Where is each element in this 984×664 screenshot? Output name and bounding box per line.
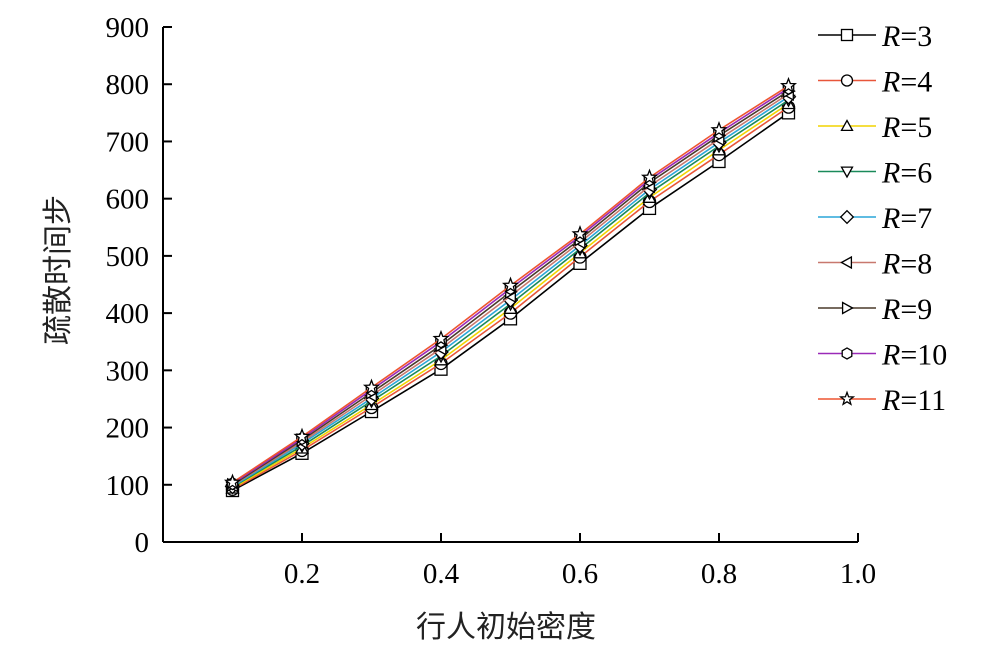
legend-marker [840, 28, 854, 42]
y-tick-label: 300 [106, 355, 150, 387]
legend-label-symbol: R [881, 202, 900, 235]
data-point [501, 276, 520, 294]
legend-label: R=8 [881, 248, 932, 281]
x-tick-label: 0.6 [562, 558, 598, 590]
legend-label: R=5 [881, 111, 932, 144]
data-point [640, 168, 659, 185]
legend-entry: R=3 [818, 20, 932, 53]
y-tick-label: 800 [106, 69, 150, 101]
legend-entry: R=11 [818, 384, 946, 417]
x-axis-title: 行人初始密度 [416, 610, 596, 645]
y-axis-title: 疏散时间步 [41, 195, 76, 345]
legend-entry: R=10 [818, 339, 947, 372]
legend-label-symbol: R [881, 248, 900, 281]
data-point [710, 120, 728, 138]
legend-label-symbol: R [881, 384, 900, 417]
y-tick-label: 0 [135, 527, 150, 559]
legend-label-value: =4 [900, 66, 932, 99]
series-lines [223, 76, 798, 498]
legend-marker [841, 347, 853, 360]
data-point [293, 427, 311, 444]
legend-label-symbol: R [881, 111, 900, 144]
data-point [362, 378, 381, 395]
x-tick-label: 0.8 [701, 558, 737, 590]
data-point [779, 76, 798, 94]
legend-marker [838, 390, 856, 406]
legend-label: R=9 [881, 293, 932, 326]
legend-entry: R=4 [818, 66, 932, 99]
legend-label-value: =5 [900, 111, 932, 144]
legend-entry: R=9 [818, 293, 932, 326]
legend-label: R=10 [881, 339, 947, 372]
legend-label-value: =11 [900, 384, 946, 417]
legend-label: R=11 [881, 384, 946, 417]
legend-label-value: =6 [900, 157, 932, 190]
legend-entry: R=6 [818, 157, 932, 190]
legend-marker [841, 301, 854, 315]
y-tick-label: 900 [106, 12, 150, 44]
legend-label-symbol: R [881, 339, 900, 372]
legend-label: R=6 [881, 157, 932, 190]
legend-label: R=7 [881, 202, 932, 235]
y-tick-label: 200 [106, 413, 150, 445]
data-point [571, 225, 589, 242]
y-tick-label: 100 [106, 470, 150, 502]
legend-label-symbol: R [881, 157, 900, 190]
legend: R=3R=4R=5R=6R=7R=8R=9R=10R=11 [818, 20, 947, 417]
axes [162, 27, 858, 543]
x-tick-label: 1.0 [840, 558, 876, 590]
legend-label: R=3 [881, 20, 932, 53]
legend-label-symbol: R [881, 66, 900, 99]
series-R=11 [223, 76, 798, 490]
legend-marker [839, 209, 855, 225]
legend-marker [840, 119, 854, 132]
y-tick-label: 700 [106, 126, 150, 158]
legend-entry: R=7 [818, 202, 932, 235]
legend-label-value: =8 [900, 248, 932, 281]
y-tick-label: 600 [106, 184, 150, 216]
legend-entry: R=5 [818, 111, 932, 144]
legend-label-value: =7 [900, 202, 932, 235]
x-tick-label: 0.2 [284, 558, 320, 590]
legend-label-value: =9 [900, 293, 932, 326]
legend-label-value: =3 [900, 20, 932, 53]
y-tick-label: 400 [106, 298, 150, 330]
x-tick-label: 0.4 [423, 558, 460, 590]
legend-label-value: =10 [900, 339, 947, 372]
legend-marker [840, 166, 854, 179]
ticks: 0 100 200 300 400 500 600 700 800 900 0.2 0.4 0.6 0.8… [106, 12, 877, 590]
legend-label-symbol: R [881, 293, 900, 326]
legend-label: R=4 [881, 66, 932, 99]
legend-entry: R=8 [818, 248, 932, 281]
data-point [432, 329, 450, 347]
y-tick-label: 500 [106, 241, 150, 273]
legend-marker [840, 255, 853, 270]
legend-label-symbol: R [881, 20, 900, 53]
data-point [223, 473, 242, 490]
legend-marker [840, 74, 854, 87]
